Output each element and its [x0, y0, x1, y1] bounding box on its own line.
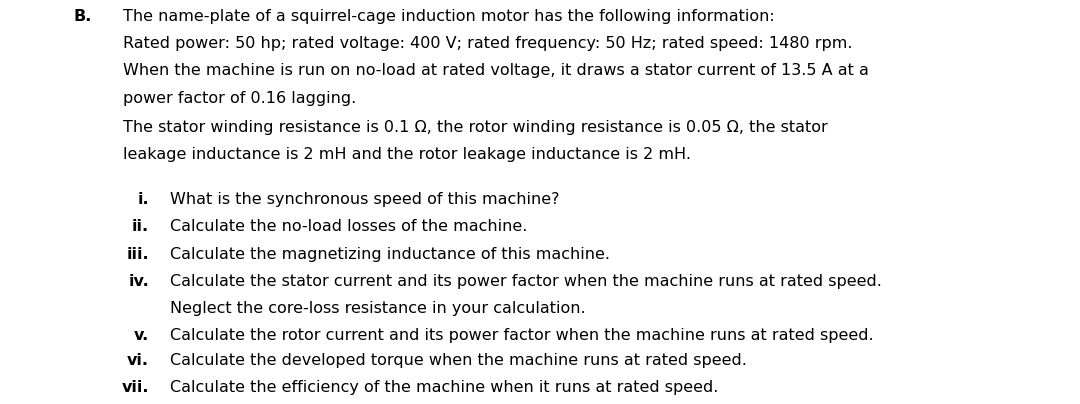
Text: Calculate the efficiency of the machine when it runs at rated speed.: Calculate the efficiency of the machine …	[170, 380, 718, 396]
Text: What is the synchronous speed of this machine?: What is the synchronous speed of this ma…	[170, 192, 559, 207]
Text: Calculate the no-load losses of the machine.: Calculate the no-load losses of the mach…	[170, 219, 527, 234]
Text: vii.: vii.	[122, 380, 149, 396]
Text: B.: B.	[73, 8, 92, 24]
Text: Calculate the magnetizing inductance of this machine.: Calculate the magnetizing inductance of …	[170, 246, 609, 262]
Text: vi.: vi.	[127, 353, 149, 368]
Text: Calculate the stator current and its power factor when the machine runs at rated: Calculate the stator current and its pow…	[170, 274, 881, 289]
Text: Neglect the core-loss resistance in your calculation.: Neglect the core-loss resistance in your…	[170, 301, 585, 316]
Text: When the machine is run on no-load at rated voltage, it draws a stator current o: When the machine is run on no-load at ra…	[123, 63, 869, 78]
Text: iv.: iv.	[129, 274, 149, 289]
Text: power factor of 0.16 lagging.: power factor of 0.16 lagging.	[123, 90, 356, 105]
Text: i.: i.	[137, 192, 149, 207]
Text: The stator winding resistance is 0.1 Ω, the rotor winding resistance is 0.05 Ω, : The stator winding resistance is 0.1 Ω, …	[123, 120, 828, 135]
Text: Rated power: 50 hp; rated voltage: 400 V; rated frequency: 50 Hz; rated speed: 1: Rated power: 50 hp; rated voltage: 400 V…	[123, 36, 852, 51]
Text: leakage inductance is 2 mH and the rotor leakage inductance is 2 mH.: leakage inductance is 2 mH and the rotor…	[123, 147, 691, 162]
Text: iii.: iii.	[126, 246, 149, 262]
Text: Calculate the developed torque when the machine runs at rated speed.: Calculate the developed torque when the …	[170, 353, 746, 368]
Text: The name-plate of a squirrel-cage induction motor has the following information:: The name-plate of a squirrel-cage induct…	[123, 8, 774, 24]
Text: ii.: ii.	[132, 219, 149, 234]
Text: v.: v.	[134, 328, 149, 343]
Text: Calculate the rotor current and its power factor when the machine runs at rated : Calculate the rotor current and its powe…	[170, 328, 874, 343]
